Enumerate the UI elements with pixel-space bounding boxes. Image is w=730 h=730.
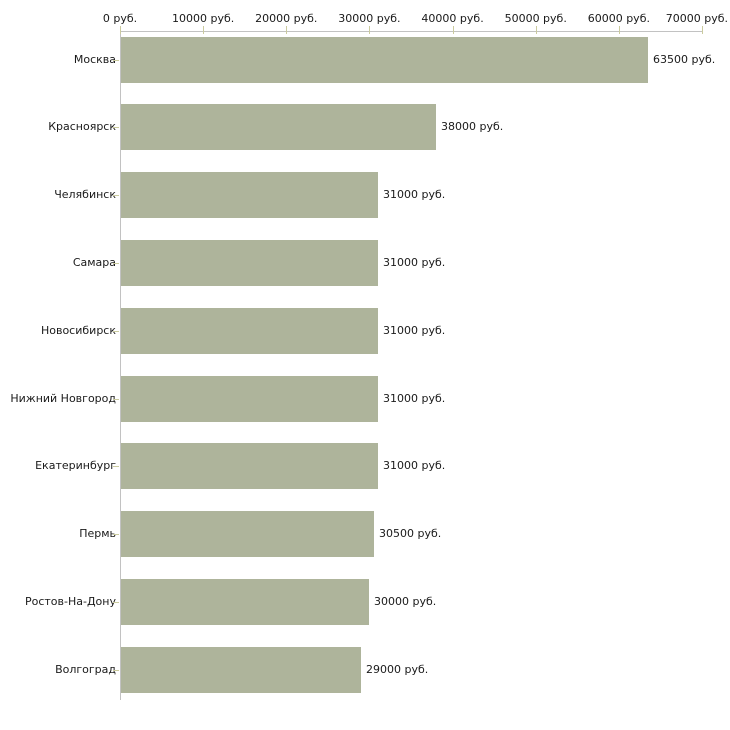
y-axis-tick-mark <box>113 399 119 400</box>
value-label: 31000 руб. <box>383 459 446 472</box>
value-label: 31000 руб. <box>383 256 446 269</box>
y-axis-tick-mark <box>113 195 119 196</box>
y-axis-tick-mark <box>113 331 119 332</box>
x-axis-tick-mark <box>536 26 537 34</box>
bar-10 <box>121 647 361 693</box>
category-label: Пермь <box>79 527 116 540</box>
category-label: Новосибирск <box>40 324 116 337</box>
x-axis-tick-label: 30000 руб. <box>338 12 401 25</box>
y-axis-tick-mark <box>113 534 119 535</box>
y-axis-line <box>120 31 121 700</box>
bar-9 <box>121 579 369 625</box>
y-axis-tick-mark <box>113 127 119 128</box>
bar-4 <box>121 240 378 286</box>
value-label: 29000 руб. <box>366 663 429 676</box>
y-axis-tick-mark <box>113 466 119 467</box>
y-axis-tick-mark <box>113 60 119 61</box>
x-axis-tick-label: 60000 руб. <box>587 12 650 25</box>
x-axis-tick-mark <box>453 26 454 34</box>
value-label: 30000 руб. <box>374 595 437 608</box>
category-label: Ростов-На-Дону <box>24 595 116 608</box>
category-label: Екатеринбург <box>35 459 116 472</box>
category-label: Самара <box>72 256 116 269</box>
x-axis-tick-label: 0 руб. <box>102 12 138 25</box>
value-label: 30500 руб. <box>379 527 442 540</box>
y-axis-tick-mark <box>113 670 119 671</box>
x-axis-tick-mark <box>120 26 121 34</box>
category-label: Челябинск <box>54 188 116 201</box>
bar-6 <box>121 376 378 422</box>
x-axis-tick-label: 20000 руб. <box>255 12 318 25</box>
x-axis-tick-mark <box>619 26 620 34</box>
value-label: 31000 руб. <box>383 188 446 201</box>
x-axis-tick-mark <box>203 26 204 34</box>
x-axis-tick-label: 10000 руб. <box>172 12 235 25</box>
y-axis-tick-mark <box>113 263 119 264</box>
value-label: 31000 руб. <box>383 324 446 337</box>
category-label: Нижний Новгород <box>10 392 116 405</box>
x-axis-tick-mark <box>702 26 703 34</box>
x-axis-tick-label: 70000 руб. <box>665 12 728 25</box>
category-label: Волгоград <box>55 663 116 676</box>
value-label: 31000 руб. <box>383 392 446 405</box>
y-axis-tick-mark <box>113 602 119 603</box>
bar-2 <box>121 104 436 150</box>
x-axis-tick-mark <box>369 26 370 34</box>
bar-8 <box>121 511 374 557</box>
value-label: 38000 руб. <box>441 120 504 133</box>
value-label: 63500 руб. <box>653 53 716 66</box>
x-axis-tick-mark <box>286 26 287 34</box>
category-label: Красноярск <box>48 120 116 133</box>
x-axis-line <box>120 31 702 32</box>
category-label: Москва <box>73 53 116 66</box>
bar-5 <box>121 308 378 354</box>
bar-3 <box>121 172 378 218</box>
x-axis-tick-label: 50000 руб. <box>504 12 567 25</box>
bar-7 <box>121 443 378 489</box>
x-axis-tick-label: 40000 руб. <box>421 12 484 25</box>
bar-1 <box>121 37 648 83</box>
